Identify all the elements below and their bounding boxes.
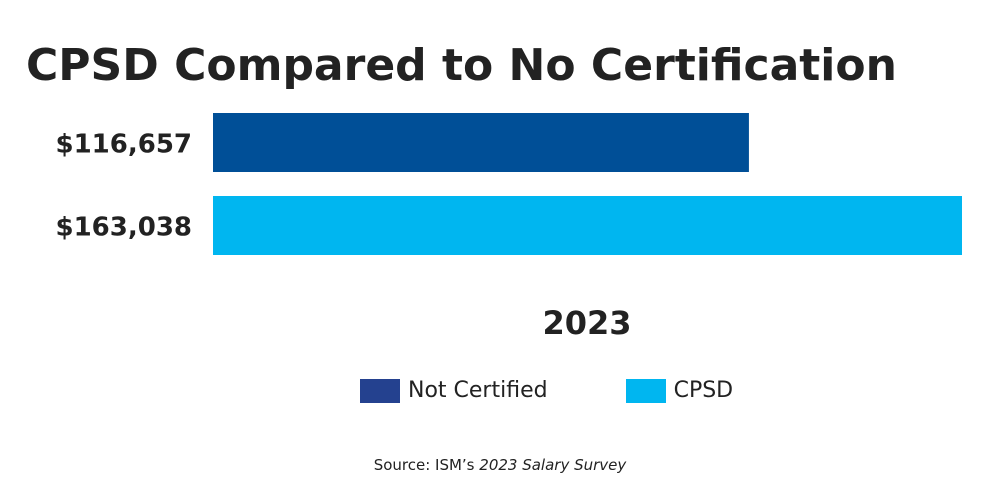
chart-title: CPSD Compared to No Certification [26,40,897,91]
legend-item-not-certified: Not Certified [360,378,548,403]
source-prefix: Source: ISM’s [373,456,480,474]
value-label-not-certified: $116,657 [55,130,192,160]
legend-label-cpsd: CPSD [673,378,734,403]
legend-item-cpsd: CPSD [625,378,734,403]
bar-not-certified [213,113,749,172]
legend: Not Certified CPSD [360,378,733,403]
category-label: 2023 [542,304,631,342]
source-note: Source: ISM’s 2023 Salary Survey [0,456,1000,474]
legend-swatch-cpsd [625,378,666,403]
legend-swatch-not-certified [360,378,400,403]
legend-label-not-certified: Not Certified [408,378,548,403]
source-publication: 2023 Salary Survey [479,456,627,474]
bar-cpsd [213,196,962,255]
bar-chart: $116,657 $163,038 2023 [55,113,962,342]
value-label-cpsd: $163,038 [55,213,192,243]
